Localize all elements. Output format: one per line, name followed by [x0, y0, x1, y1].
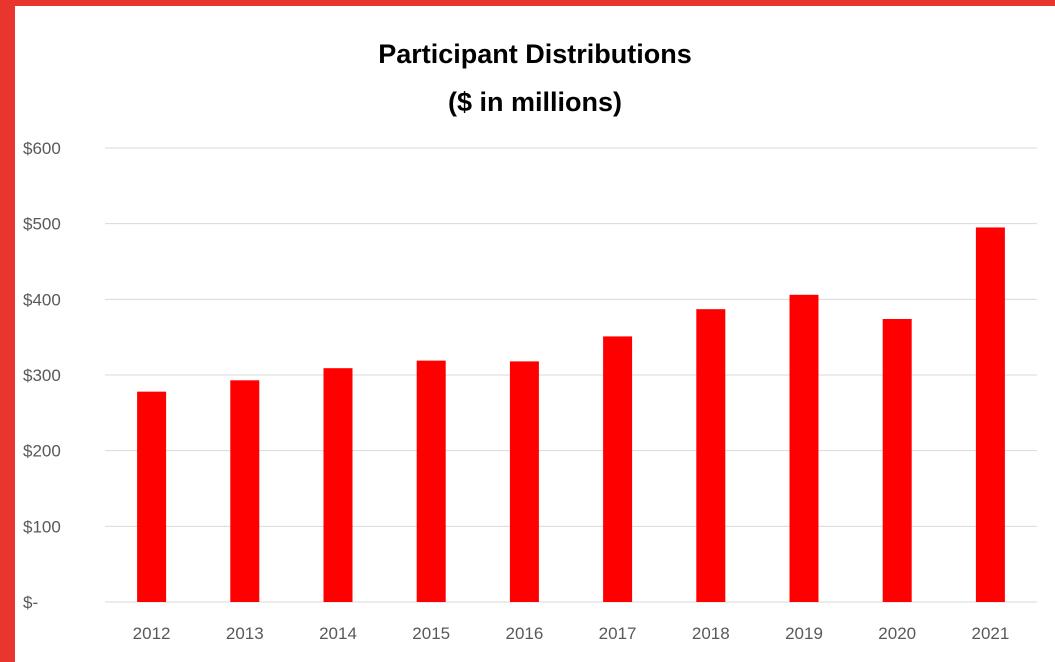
bar-2020 — [882, 319, 912, 602]
bar-2019 — [789, 294, 819, 602]
x-tick-label: 2020 — [878, 624, 916, 643]
x-tick-label: 2012 — [133, 624, 171, 643]
bar-layer — [137, 227, 1005, 602]
x-tick-label: 2017 — [599, 624, 637, 643]
bar-2014 — [323, 368, 353, 602]
x-tick-label: 2016 — [505, 624, 543, 643]
x-tick-label: 2013 — [226, 624, 264, 643]
grid-layer — [105, 147, 1037, 603]
bar-2017 — [603, 336, 633, 602]
bar-2015 — [416, 360, 446, 602]
y-tick-label: $600 — [23, 139, 61, 158]
x-axis: 2012 2013 2014 2015 2016 2017 2018 2019 2020 2021 — [133, 624, 1010, 643]
x-tick-label: 2018 — [692, 624, 730, 643]
bar-2021 — [975, 227, 1005, 602]
chart-panel: Participant Distributions ($ in millions… — [15, 6, 1055, 662]
x-tick-label: 2014 — [319, 624, 357, 643]
bar-chart: $-$100$200$300$400$500$600 2012 2013 2014 2… — [23, 139, 1037, 643]
y-tick-label: $200 — [23, 442, 61, 461]
y-tick-label: $100 — [23, 517, 61, 536]
y-tick-label: $300 — [23, 366, 61, 385]
x-tick-label: 2015 — [412, 624, 450, 643]
bar-2018 — [696, 309, 726, 602]
x-tick-label: 2019 — [785, 624, 823, 643]
y-axis: $- $100 $200 $300 $400 $500 $600 — [23, 139, 61, 612]
bar-2013 — [230, 380, 260, 602]
x-tick-label: 2021 — [971, 624, 1009, 643]
y-tick-label: $500 — [23, 215, 61, 234]
chart-title: Participant Distributions — [378, 39, 692, 69]
y-tick-label: $400 — [23, 290, 61, 309]
bar-2012 — [137, 391, 167, 602]
y-tick-label: $- — [23, 593, 38, 612]
bar-2016 — [509, 361, 539, 602]
chart-subtitle: ($ in millions) — [447, 87, 622, 117]
